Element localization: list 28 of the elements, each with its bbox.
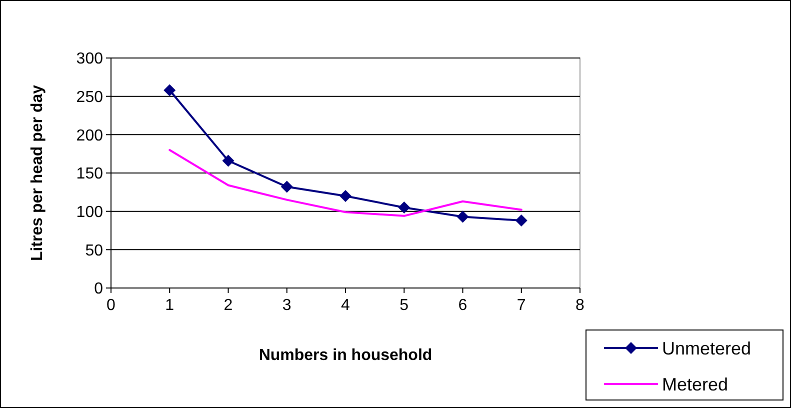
point (398, 202, 410, 214)
x-axis-title: Numbers in household (258, 347, 432, 364)
legend-label: Metered (662, 374, 728, 394)
x-tick-label: 6 (458, 297, 468, 314)
point (340, 190, 352, 202)
point (456, 210, 469, 223)
y-tick-label: 0 (94, 280, 104, 298)
y-tick-label: 50 (85, 242, 104, 260)
x-tick-label: 1 (165, 297, 174, 314)
x-tick-label: 0 (106, 297, 116, 314)
y-tick-label: 250 (76, 88, 104, 106)
y-axis-title: Litres per head per day (29, 84, 46, 262)
point (222, 154, 234, 167)
point (164, 84, 176, 96)
point (515, 214, 528, 227)
point (280, 180, 293, 193)
x-tick-label: 8 (576, 297, 585, 314)
x-tick-label: 5 (400, 297, 409, 314)
y-tick-label: 200 (76, 127, 104, 144)
x-tick-label: 7 (516, 297, 526, 314)
x-tick-label: 2 (224, 297, 233, 314)
x-tick-label: 3 (282, 297, 292, 314)
x-tick-label: 4 (341, 297, 350, 314)
y-tick-label: 300 (76, 50, 104, 68)
line-series (168, 149, 522, 217)
y-tick-label: 100 (76, 204, 104, 221)
y-tick-label: 150 (76, 166, 104, 183)
legend-label: Unmetered (662, 338, 752, 358)
